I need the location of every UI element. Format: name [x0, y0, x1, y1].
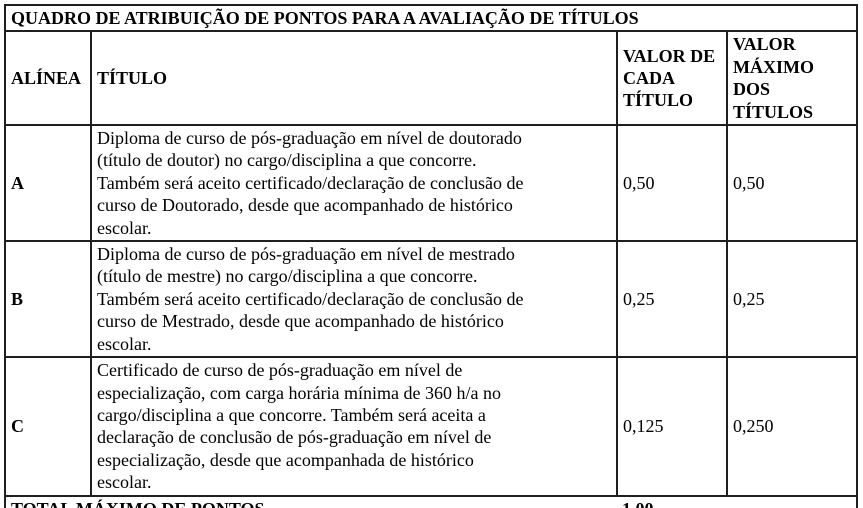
- valor-maximo-titulos-value: 0,250: [725, 356, 859, 497]
- total-label: TOTAL MÁXIMO DE PONTOS: [4, 494, 618, 508]
- valor-cada-titulo-value: 0,50: [616, 124, 728, 243]
- points-attribution-table: QUADRO DE ATRIBUIÇÃO DE PONTOS PARA A AV…: [3, 3, 859, 508]
- titulo-description: Certificado de curso de pós-graduação em…: [90, 356, 618, 497]
- titulo-description: Diploma de curso de pós-graduação em nív…: [90, 124, 618, 243]
- column-header-alinea: ALÍNEA: [4, 30, 92, 127]
- table-row-a: A Diploma de curso de pós-graduação em n…: [4, 124, 859, 243]
- table-total-row: TOTAL MÁXIMO DE PONTOS 1,00: [4, 494, 859, 508]
- valor-cada-titulo-value: 0,25: [616, 240, 728, 359]
- table-row-c: C Certificado de curso de pós-graduação …: [4, 356, 859, 497]
- table-row-b: B Diploma de curso de pós-graduação em n…: [4, 240, 859, 359]
- alinea-value: A: [4, 124, 92, 243]
- valor-maximo-titulos-value: 0,25: [725, 240, 859, 359]
- table-title: QUADRO DE ATRIBUIÇÃO DE PONTOS PARA A AV…: [3, 3, 859, 33]
- total-value: 1,00: [617, 494, 859, 508]
- column-header-valor-cada-titulo: VALOR DE CADA TÍTULO: [616, 30, 728, 127]
- table-title-row: QUADRO DE ATRIBUIÇÃO DE PONTOS PARA A AV…: [3, 3, 859, 33]
- titulo-description: Diploma de curso de pós-graduação em nív…: [90, 240, 618, 359]
- alinea-value: C: [4, 356, 92, 497]
- column-header-valor-maximo-titulos: VALOR MÁXIMO DOS TÍTULOS: [725, 30, 859, 127]
- valor-maximo-titulos-value: 0,50: [725, 124, 859, 243]
- column-header-titulo: TÍTULO: [90, 30, 618, 127]
- valor-cada-titulo-value: 0,125: [616, 356, 728, 497]
- alinea-value: B: [4, 240, 92, 359]
- table-header-row: ALÍNEA TÍTULO VALOR DE CADA TÍTULO VALOR…: [4, 30, 859, 127]
